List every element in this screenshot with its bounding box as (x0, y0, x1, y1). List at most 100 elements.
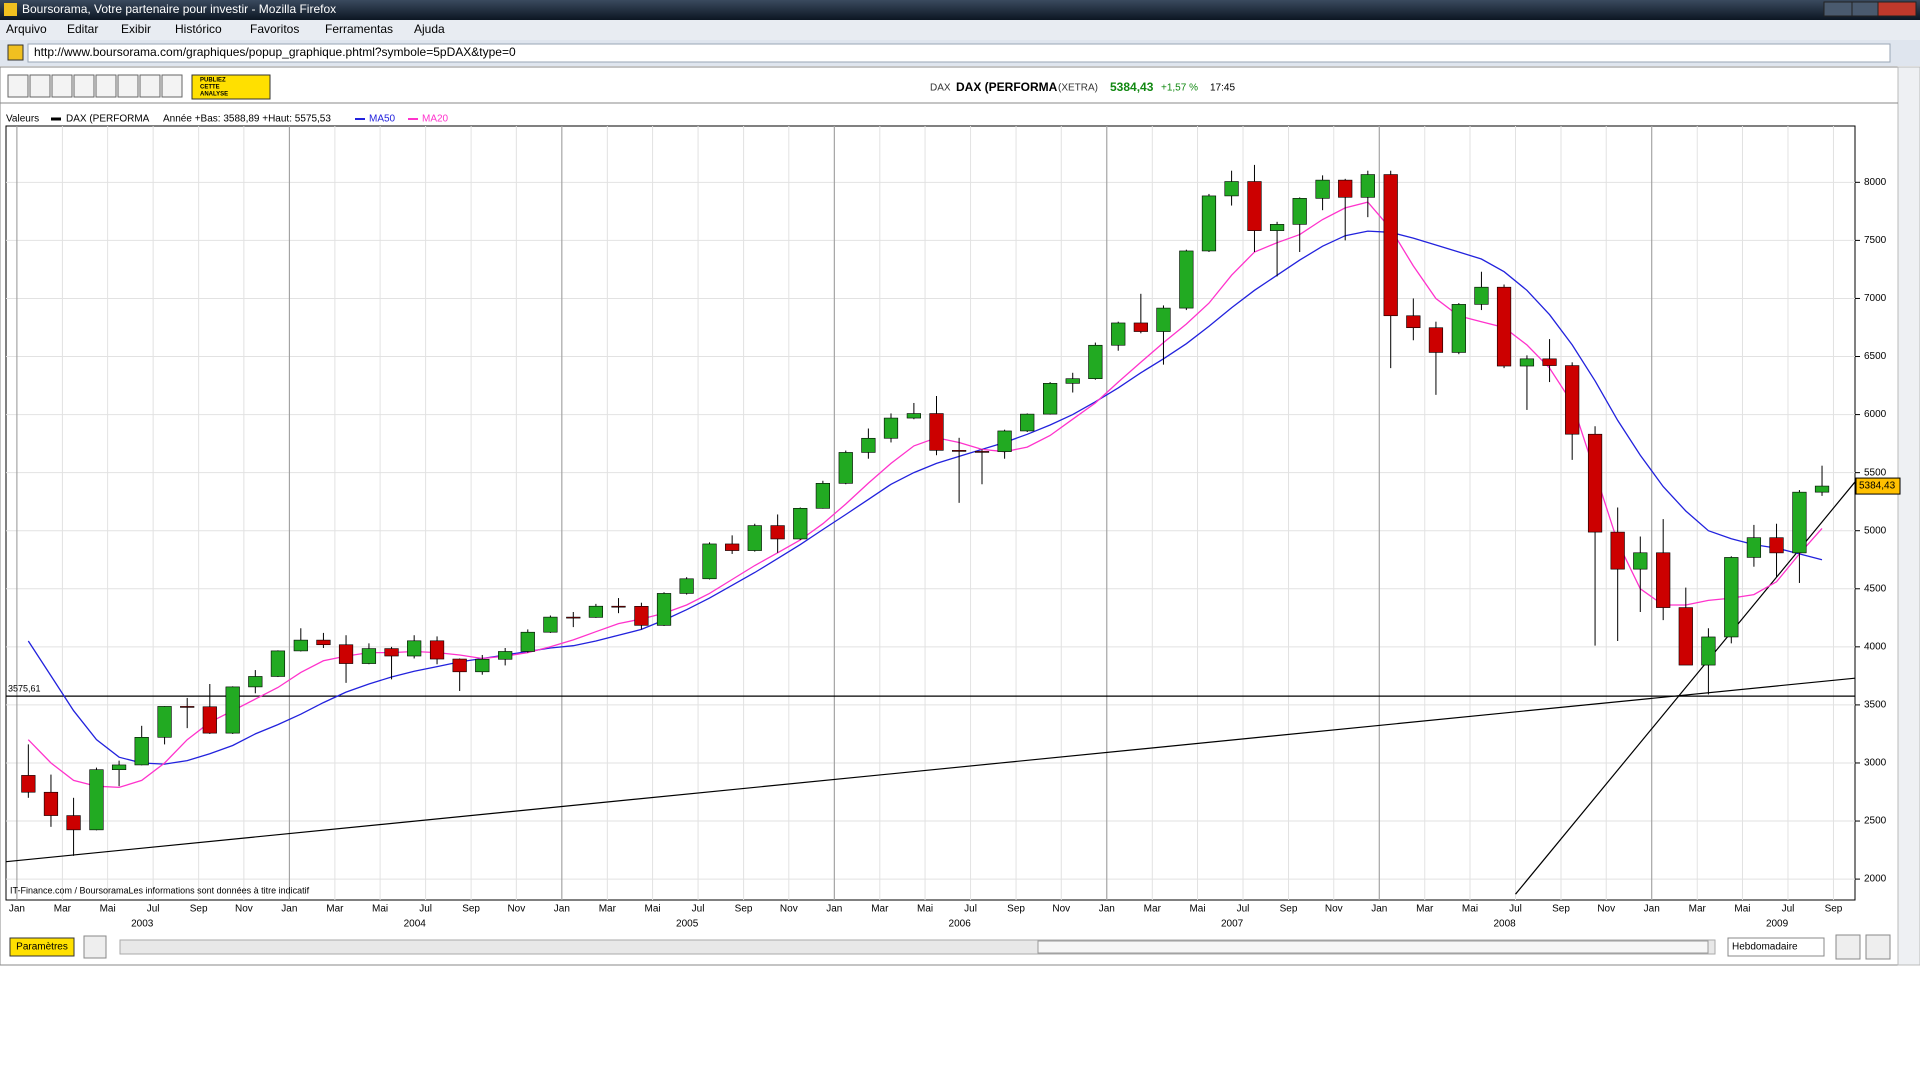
x-tick-label: Mai (1189, 904, 1205, 915)
y-tick-label: 7500 (1864, 235, 1887, 246)
candle-body (861, 437, 876, 453)
candle-body (157, 706, 172, 738)
zoom-out[interactable] (1835, 934, 1861, 960)
x-tick-label: Nov (780, 904, 798, 915)
ma-line (27, 201, 1823, 789)
candle-body (202, 706, 217, 734)
tool-button[interactable] (29, 74, 51, 98)
site-icon (7, 44, 24, 61)
candle-body (588, 605, 604, 618)
menu-item[interactable]: Exibir (121, 22, 151, 36)
menu-item[interactable]: Favoritos (250, 22, 299, 36)
tool-button[interactable] (7, 74, 29, 98)
candle-body (1315, 179, 1330, 199)
plot-area (5, 125, 1856, 901)
candle-body (270, 650, 286, 677)
candle-body (452, 658, 467, 673)
x-tick-label: Mar (599, 904, 617, 915)
candle-body (1224, 181, 1239, 197)
candle-body (43, 791, 59, 816)
year-label: 2005 (676, 919, 699, 930)
candle-body (1360, 174, 1375, 198)
y-tick-label: 3500 (1864, 700, 1887, 711)
x-tick-label: Jan (9, 904, 25, 915)
candle-body (1338, 179, 1353, 198)
candle-body (1724, 557, 1739, 638)
candle-body (634, 606, 649, 626)
publish-text: PUBLIEZ (200, 78, 226, 84)
x-tick-label: Nov (1052, 904, 1070, 915)
x-tick-label: Mar (54, 904, 72, 915)
publish-text: CETTE (200, 85, 220, 91)
candle-body (1610, 531, 1625, 570)
candle-body (66, 815, 81, 831)
candle-body (566, 616, 581, 619)
candle-body (429, 640, 445, 660)
candle-body (1656, 552, 1671, 608)
y-tick-label: 4000 (1864, 641, 1887, 652)
menu-item[interactable]: Ajuda (414, 22, 445, 36)
candle-body (407, 640, 422, 657)
candle-body (1383, 174, 1398, 317)
candle-body (361, 648, 377, 664)
x-tick-label: Sep (190, 904, 208, 915)
maximize-button[interactable] (1851, 1, 1879, 17)
params-button[interactable] (9, 937, 75, 957)
url: http://www.boursorama.com/graphiques/pop… (34, 45, 516, 59)
x-tick-label: Jan (826, 904, 842, 915)
candle-body (725, 543, 740, 551)
candle-body (702, 543, 717, 580)
candle-body (815, 483, 830, 509)
candle-body (1678, 607, 1693, 666)
candle-body (679, 578, 694, 594)
period: Hebdomadaire (1732, 942, 1798, 953)
tool-button[interactable] (73, 74, 95, 98)
title-bar (0, 0, 1920, 20)
tool-button[interactable] (95, 74, 117, 98)
candle-body (21, 775, 36, 793)
minimize-button[interactable] (1823, 1, 1853, 17)
tool-button[interactable] (51, 74, 73, 98)
menu-item[interactable]: Arquivo (6, 22, 47, 36)
last-price-tag (1855, 477, 1901, 495)
legend-entry: MA20 (422, 114, 449, 125)
candle-body (974, 451, 990, 453)
menu-item[interactable]: Ferramentas (325, 22, 393, 36)
candle-body (1587, 433, 1603, 533)
zoom-in[interactable] (1865, 934, 1891, 960)
tool-button[interactable] (117, 74, 139, 98)
publish-text: ANALYSE (200, 92, 228, 98)
print-button[interactable] (83, 935, 107, 959)
tool-button[interactable] (161, 74, 183, 98)
candle-body (1269, 224, 1285, 231)
app-icon (4, 3, 17, 16)
candle-body (1701, 636, 1716, 666)
menu-item[interactable]: Histórico (175, 22, 222, 36)
candle-body (1179, 250, 1194, 309)
candle-body (1133, 322, 1148, 332)
time: 17:45 (1210, 83, 1235, 94)
scroll-thumb[interactable] (1037, 940, 1709, 954)
ma-line (27, 230, 1823, 765)
x-tick-label: Mai (645, 904, 661, 915)
candle-body (180, 706, 195, 708)
menu-item[interactable]: Editar (67, 22, 98, 36)
y-tick-label: 3000 (1864, 758, 1887, 769)
menu-bar (0, 20, 1920, 40)
candle-body (793, 507, 808, 540)
params-label: Paramètres (16, 942, 68, 953)
url-box[interactable] (27, 43, 1891, 63)
candle-body (1633, 552, 1648, 570)
publish-button[interactable] (191, 74, 271, 100)
y-tick-label: 8000 (1864, 177, 1887, 188)
scrollbar[interactable] (1897, 66, 1920, 966)
legend-range: Année +Bas: 3588,89 +Haut: 5575,53 (163, 114, 331, 125)
x-tick-label: Mai (100, 904, 116, 915)
x-tick-label: Jul (692, 904, 705, 915)
tool-button[interactable] (139, 74, 161, 98)
period-select[interactable] (1727, 937, 1825, 957)
candle-body (1565, 365, 1580, 435)
candle-body (906, 413, 921, 419)
x-tick-label: Jan (1099, 904, 1115, 915)
close-button[interactable] (1877, 1, 1917, 17)
